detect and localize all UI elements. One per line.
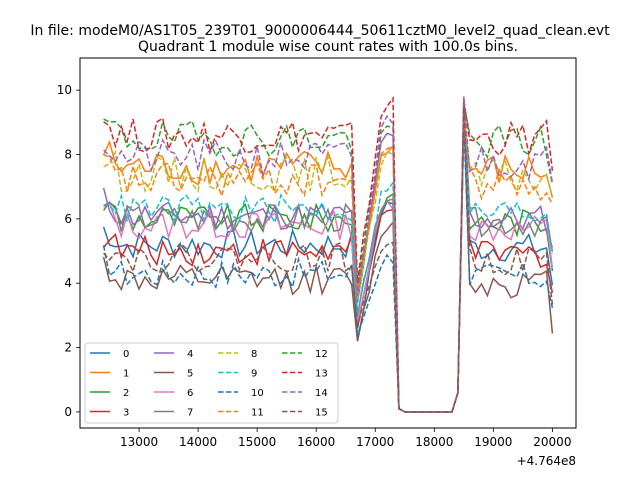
y-tick-label: 8 — [64, 148, 72, 162]
legend-label-13: 13 — [315, 369, 328, 380]
x-axis: 13000 14000 15000 16000 17000 18000 19000 20000 — [120, 428, 571, 449]
series-line-13 — [103, 95, 554, 413]
legend-label-5: 5 — [187, 369, 193, 380]
x-tick-label: 16000 — [297, 435, 335, 449]
legend-label-2: 2 — [123, 388, 129, 399]
legend-label-14: 14 — [315, 388, 328, 399]
axes-frame — [79, 57, 577, 429]
chart-title: Quadrant 1 module wise count rates with … — [138, 39, 518, 55]
series-line-9 — [103, 115, 554, 413]
y-axis: 0 2 4 6 8 10 — [57, 83, 80, 419]
x-tick-label: 13000 — [120, 435, 158, 449]
plot-area — [102, 95, 554, 413]
y-tick-label: 10 — [57, 83, 72, 97]
legend-box — [84, 342, 339, 424]
legend-label-1: 1 — [123, 369, 129, 380]
legend-label-15: 15 — [315, 408, 328, 419]
series-layer — [102, 95, 554, 413]
figure-suptitle: In file: modeM0/AS1T05_239T01_9000006444… — [30, 23, 610, 39]
y-tick-label: 2 — [64, 341, 72, 355]
series-line-2 — [102, 115, 554, 413]
series-line-3 — [103, 122, 554, 413]
x-tick-label: 15000 — [238, 435, 276, 449]
series-line-14 — [103, 96, 554, 413]
series-line-7 — [103, 112, 554, 413]
legend-label-0: 0 — [123, 349, 129, 360]
series-line-8 — [103, 119, 554, 413]
x-tick-label: 20000 — [533, 435, 571, 449]
legend-label-12: 12 — [315, 349, 328, 360]
legend-label-8: 8 — [251, 349, 257, 360]
series-line-15 — [103, 106, 554, 413]
x-tick-label: 18000 — [415, 435, 453, 449]
series-line-10 — [102, 122, 554, 413]
legend-label-3: 3 — [123, 408, 129, 419]
series-line-11 — [103, 119, 554, 413]
x-tick-label: 17000 — [356, 435, 394, 449]
legend-label-10: 10 — [251, 388, 264, 399]
legend-label-7: 7 — [187, 408, 193, 419]
legend-label-6: 6 — [187, 388, 193, 399]
series-line-12 — [103, 102, 554, 413]
legend-label-11: 11 — [251, 408, 264, 419]
y-tick-label: 4 — [64, 276, 72, 290]
legend-label-9: 9 — [251, 369, 257, 380]
series-line-0 — [102, 106, 554, 413]
x-tick-label: 14000 — [179, 435, 217, 449]
y-tick-label: 0 — [64, 405, 72, 419]
legend-label-4: 4 — [187, 349, 193, 360]
x-offset-label: +4.764e8 — [517, 454, 576, 468]
y-tick-label: 6 — [64, 212, 72, 226]
x-tick-label: 19000 — [474, 435, 512, 449]
